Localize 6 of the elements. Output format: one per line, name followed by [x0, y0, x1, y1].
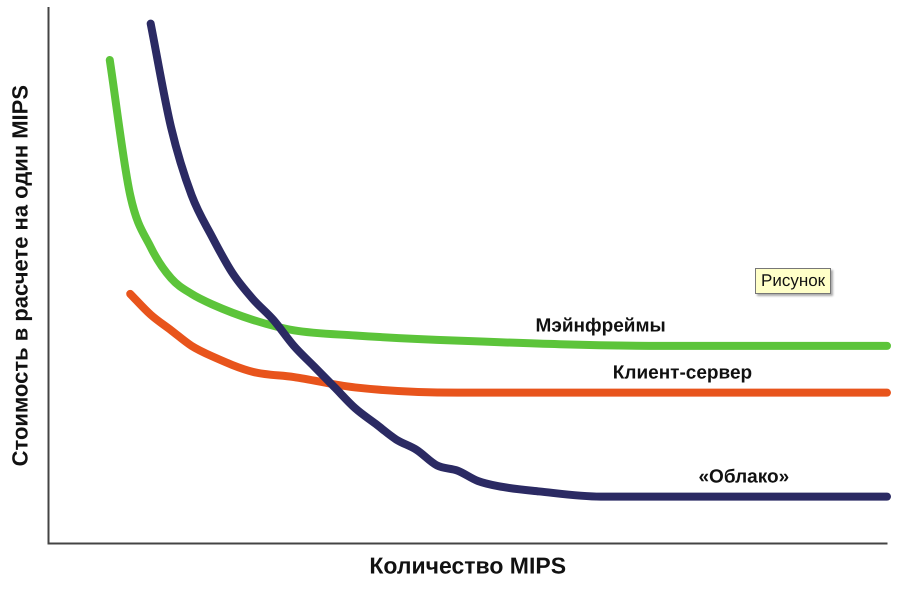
- series-label: Мэйнфреймы: [536, 316, 666, 337]
- series-label: «Облако»: [698, 466, 790, 488]
- x-axis-title: Количество MIPS: [369, 552, 566, 579]
- series-label: Клиент-сервер: [612, 362, 752, 384]
- annotation: Рисунок: [755, 268, 832, 294]
- y-axis-title: Стоимость в расчете на один MIPS: [7, 85, 32, 466]
